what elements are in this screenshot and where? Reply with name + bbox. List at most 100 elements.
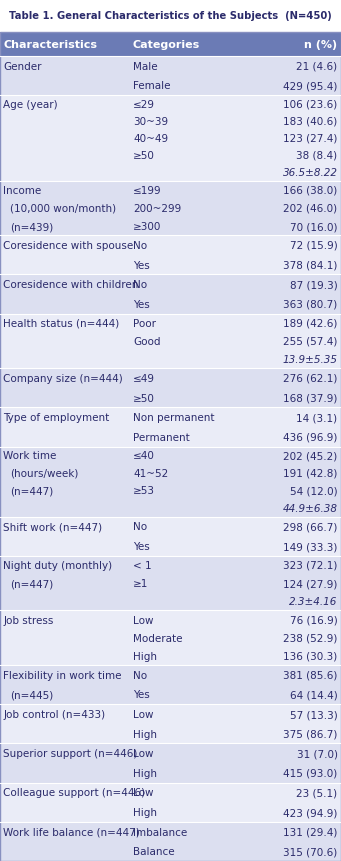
Text: Company size (n=444): Company size (n=444) <box>3 374 123 383</box>
Text: 131 (29.4): 131 (29.4) <box>283 827 338 837</box>
Text: 30~39: 30~39 <box>133 116 168 127</box>
Text: 166 (38.0): 166 (38.0) <box>283 185 338 195</box>
Text: Low: Low <box>133 748 153 759</box>
Text: 202 (45.2): 202 (45.2) <box>283 451 338 461</box>
Text: Shift work (n=447): Shift work (n=447) <box>3 522 103 532</box>
Text: Superior support (n=446): Superior support (n=446) <box>3 748 138 759</box>
Text: 76 (16.9): 76 (16.9) <box>290 615 338 625</box>
Text: Categories: Categories <box>133 40 200 50</box>
Bar <box>0 96 341 182</box>
Text: Yes: Yes <box>133 542 150 551</box>
Bar <box>0 447 341 517</box>
Text: 429 (95.4): 429 (95.4) <box>283 81 338 91</box>
Text: 323 (72.1): 323 (72.1) <box>283 561 338 570</box>
Text: 106 (23.6): 106 (23.6) <box>283 100 338 109</box>
Text: Work life balance (n=447): Work life balance (n=447) <box>3 827 140 837</box>
Text: Health status (n=444): Health status (n=444) <box>3 319 120 328</box>
Bar <box>0 236 341 275</box>
Text: Female: Female <box>133 81 170 91</box>
Text: 298 (66.7): 298 (66.7) <box>283 522 338 532</box>
Text: 238 (52.9): 238 (52.9) <box>283 633 338 643</box>
Text: ≤40: ≤40 <box>133 451 155 461</box>
Text: Colleague support (n=446): Colleague support (n=446) <box>3 788 146 797</box>
Text: Good: Good <box>133 337 161 346</box>
Text: (n=439): (n=439) <box>10 222 54 232</box>
Text: (hours/week): (hours/week) <box>10 468 79 479</box>
Text: Non permanent: Non permanent <box>133 412 214 423</box>
Text: 54 (12.0): 54 (12.0) <box>290 486 338 496</box>
Text: 191 (42.8): 191 (42.8) <box>283 468 338 479</box>
Text: No: No <box>133 522 147 532</box>
Text: ≥53: ≥53 <box>133 486 155 496</box>
Text: 255 (57.4): 255 (57.4) <box>283 337 338 346</box>
Text: High: High <box>133 651 157 661</box>
Text: Low: Low <box>133 615 153 625</box>
Text: 276 (62.1): 276 (62.1) <box>283 374 338 383</box>
Text: ≤29: ≤29 <box>133 100 155 109</box>
Text: 315 (70.6): 315 (70.6) <box>283 846 338 856</box>
Text: High: High <box>133 728 157 739</box>
Text: 378 (84.1): 378 (84.1) <box>283 260 338 270</box>
Text: n (%): n (%) <box>305 40 338 50</box>
Bar <box>0 33 341 57</box>
Text: 363 (80.7): 363 (80.7) <box>283 300 338 309</box>
Text: 202 (46.0): 202 (46.0) <box>283 204 338 214</box>
Text: Job control (n=433): Job control (n=433) <box>3 709 105 719</box>
Text: (n=447): (n=447) <box>10 579 54 588</box>
Text: Yes: Yes <box>133 300 150 309</box>
Text: 70 (16.0): 70 (16.0) <box>290 222 338 232</box>
Text: 87 (19.3): 87 (19.3) <box>290 280 338 290</box>
Text: ≤49: ≤49 <box>133 374 155 383</box>
Text: Yes: Yes <box>133 690 150 700</box>
Text: ≥50: ≥50 <box>133 151 155 161</box>
Text: 168 (37.9): 168 (37.9) <box>283 393 338 403</box>
Text: High: High <box>133 768 157 778</box>
Text: Male: Male <box>133 62 158 71</box>
Text: 21 (4.6): 21 (4.6) <box>296 62 338 71</box>
Text: 72 (15.9): 72 (15.9) <box>290 241 338 251</box>
Text: Age (year): Age (year) <box>3 100 58 109</box>
Bar <box>0 314 341 369</box>
Text: ≤199: ≤199 <box>133 185 162 195</box>
Text: Imbalance: Imbalance <box>133 827 187 837</box>
Text: (10,000 won/month): (10,000 won/month) <box>10 204 116 214</box>
Bar <box>0 275 341 314</box>
Bar <box>0 369 341 408</box>
Bar <box>0 783 341 822</box>
Bar <box>0 57 341 96</box>
Text: Flexibility in work time: Flexibility in work time <box>3 670 122 680</box>
Text: 149 (33.3): 149 (33.3) <box>283 542 338 551</box>
Text: Income: Income <box>3 185 42 195</box>
Text: 423 (94.9): 423 (94.9) <box>283 807 338 817</box>
Text: Job stress: Job stress <box>3 615 54 625</box>
Text: Low: Low <box>133 788 153 797</box>
Bar <box>0 517 341 556</box>
Text: Table 1. General Characteristics of the Subjects  (N=450): Table 1. General Characteristics of the … <box>9 11 332 22</box>
Text: 189 (42.6): 189 (42.6) <box>283 319 338 328</box>
Text: Low: Low <box>133 709 153 719</box>
Text: 415 (93.0): 415 (93.0) <box>283 768 338 778</box>
Text: (n=447): (n=447) <box>10 486 54 496</box>
Text: 2.3±4.16: 2.3±4.16 <box>289 597 338 607</box>
Bar <box>0 610 341 666</box>
Text: (n=445): (n=445) <box>10 690 54 700</box>
Text: 23 (5.1): 23 (5.1) <box>296 788 338 797</box>
Text: Gender: Gender <box>3 62 42 71</box>
Text: 183 (40.6): 183 (40.6) <box>283 116 338 127</box>
Text: 200~299: 200~299 <box>133 204 181 214</box>
Text: ≥1: ≥1 <box>133 579 148 588</box>
Bar <box>0 556 341 610</box>
Text: Work time: Work time <box>3 451 57 461</box>
Bar <box>0 704 341 744</box>
Text: 436 (96.9): 436 (96.9) <box>283 432 338 443</box>
Text: 381 (85.6): 381 (85.6) <box>283 670 338 680</box>
Text: 31 (7.0): 31 (7.0) <box>297 748 338 759</box>
Text: Permanent: Permanent <box>133 432 190 443</box>
Text: No: No <box>133 241 147 251</box>
Text: Night duty (monthly): Night duty (monthly) <box>3 561 113 570</box>
Text: 136 (30.3): 136 (30.3) <box>283 651 338 661</box>
Text: No: No <box>133 280 147 290</box>
Text: Characteristics: Characteristics <box>3 40 98 50</box>
Text: 13.9±5.35: 13.9±5.35 <box>283 355 338 365</box>
Bar <box>0 744 341 783</box>
